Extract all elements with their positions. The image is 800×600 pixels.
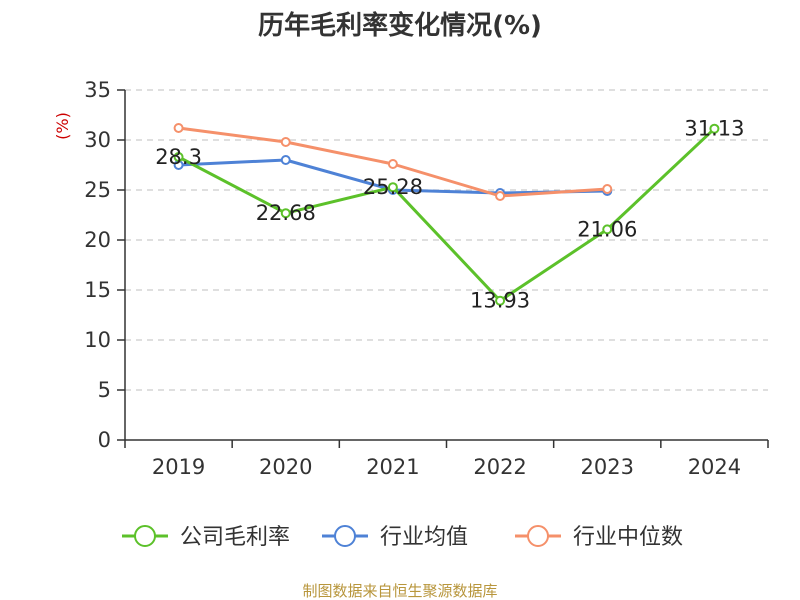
data-point[interactable] [602, 224, 613, 235]
legend-marker [527, 525, 549, 547]
data-label: 28.3 [155, 145, 202, 169]
data-point[interactable] [387, 159, 398, 169]
y-axis-label: (%) [53, 112, 72, 140]
data-label: 13.93 [470, 289, 530, 313]
chart-title: 历年毛利率变化情况(%) [258, 10, 542, 41]
y-tick-label: 25 [84, 178, 111, 202]
axes [124, 90, 768, 441]
legend-label: 公司毛利率 [180, 525, 290, 550]
data-point[interactable] [709, 123, 720, 134]
source-note: 制图数据来自恒生聚源数据库 [302, 582, 497, 600]
legend-marker [334, 525, 356, 547]
x-tick-label: 2020 [259, 455, 312, 479]
data-point[interactable] [280, 155, 291, 165]
y-tick-label: 35 [84, 78, 111, 102]
data-point[interactable] [495, 295, 506, 306]
data-point[interactable] [387, 182, 398, 193]
x-axis-ticks: 2019 2020 2021 2022 2023 2024 [124, 440, 769, 479]
legend-marker [134, 525, 156, 547]
data-label: 25.28 [363, 175, 423, 199]
data-point[interactable] [602, 184, 613, 194]
x-tick-label: 2023 [581, 455, 634, 479]
data-point[interactable] [495, 191, 506, 201]
y-tick-label: 0 [98, 428, 111, 452]
data-point[interactable] [280, 208, 291, 219]
y-tick-label: 20 [84, 228, 111, 252]
legend-label: 行业中位数 [573, 525, 683, 550]
x-tick-label: 2021 [366, 455, 419, 479]
data-labels: 28.3 22.68 25.28 13.93 21.06 31.13 [155, 117, 744, 313]
legend-item[interactable]: 公司毛利率 [122, 525, 290, 550]
data-label: 31.13 [684, 117, 744, 141]
y-tick-label: 10 [84, 328, 111, 352]
x-tick-label: 2019 [152, 455, 205, 479]
y-tick-label: 5 [98, 378, 111, 402]
data-label: 22.68 [256, 201, 316, 225]
data-point[interactable] [173, 123, 184, 133]
legend[interactable]: 公司毛利率 行业均值 行业中位数 [122, 525, 683, 550]
legend-label: 行业均值 [380, 525, 468, 550]
series-group [173, 123, 720, 306]
data-point[interactable] [280, 137, 291, 147]
legend-item[interactable]: 行业中位数 [515, 525, 683, 550]
y-tick-label: 30 [84, 128, 111, 152]
x-tick-label: 2024 [688, 455, 741, 479]
data-label: 21.06 [577, 217, 637, 241]
series-line [177, 127, 716, 303]
y-axis-ticks: 0 5 10 15 20 25 30 35 [84, 78, 125, 452]
legend-item[interactable]: 行业均值 [322, 525, 468, 550]
data-point[interactable] [173, 152, 184, 162]
x-tick-label: 2022 [473, 455, 526, 479]
y-tick-label: 15 [84, 278, 111, 302]
